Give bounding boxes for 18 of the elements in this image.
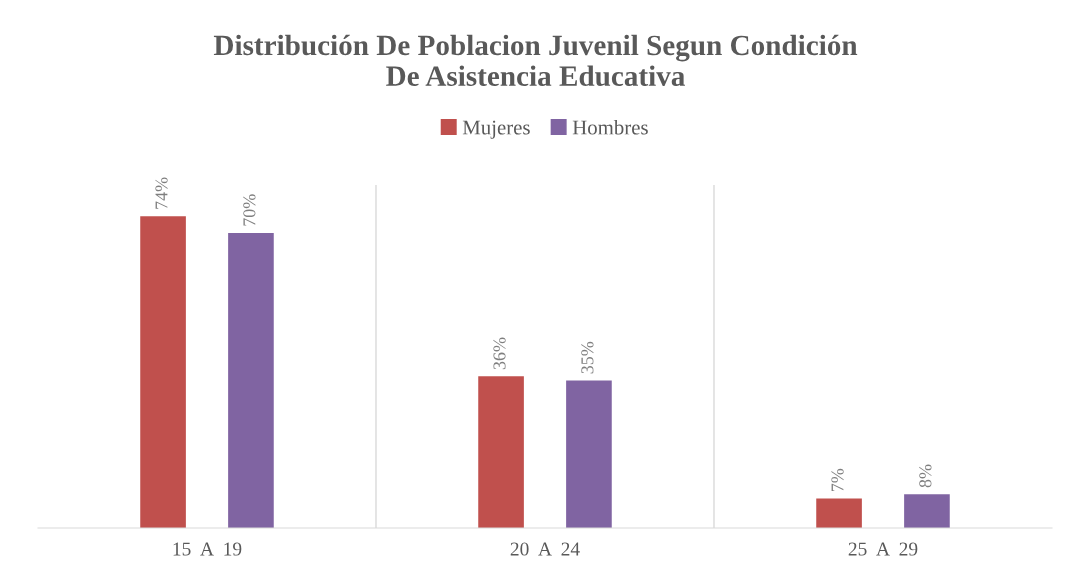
- chart-title: Distribución De Poblacion Juvenil Segun Condición De Asistencia Educativa: [213, 34, 858, 87]
- x-tick-label: 20 A 24: [510, 542, 580, 556]
- bar: [140, 216, 186, 528]
- data-label: 74%: [155, 177, 168, 209]
- data-label: 70%: [243, 194, 256, 226]
- legend-label: Mujeres: [462, 120, 530, 139]
- data-label: 7%: [831, 468, 844, 492]
- bar: [566, 380, 612, 528]
- data-label: 36%: [493, 337, 506, 370]
- bar: [228, 233, 274, 528]
- data-label: 8%: [919, 464, 932, 488]
- x-tick-label: 25 A 29: [848, 542, 918, 556]
- legend-label: Hombres: [572, 119, 648, 135]
- bar: [816, 498, 862, 528]
- x-tick-label: 15 A 19: [173, 542, 242, 556]
- data-label: 35%: [581, 341, 594, 374]
- bar: [904, 494, 950, 528]
- bar: [478, 376, 524, 528]
